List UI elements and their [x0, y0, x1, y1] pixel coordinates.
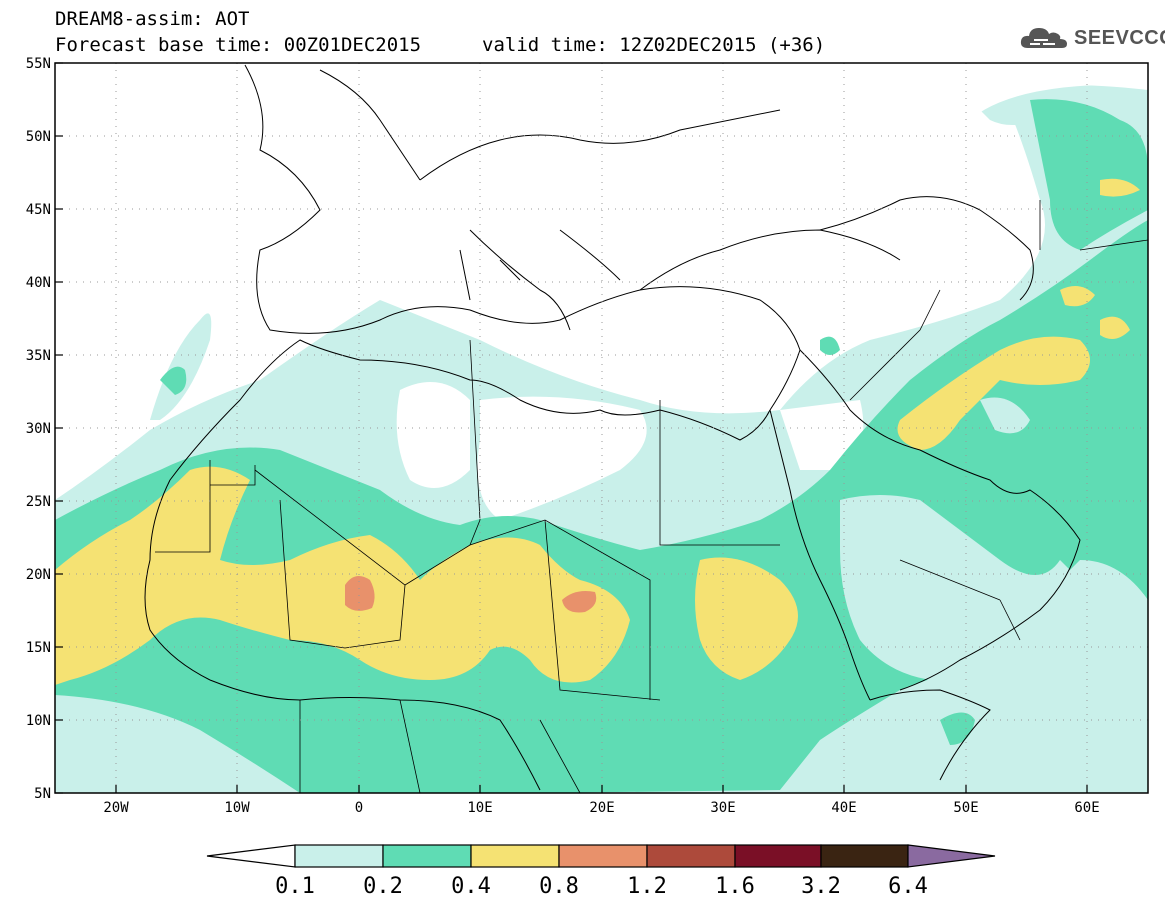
lon-label: 20W — [103, 800, 129, 816]
lon-labels: 20W 10W 0 10E 20E 30E 40E 50E 60E — [103, 800, 1099, 816]
colorbar-label: 6.4 — [888, 874, 928, 899]
lon-label: 50E — [953, 800, 978, 816]
colorbar-swatch — [646, 844, 736, 868]
aot-band-0.4-0.8 — [55, 178, 1140, 685]
colorbar — [206, 844, 996, 868]
colorbar-swatch — [558, 844, 648, 868]
forecast-base-time: Forecast base time: 00Z01DEC2015 — [55, 34, 422, 56]
colorbar-label: 1.6 — [715, 874, 755, 899]
colorbar-swatch — [907, 844, 996, 868]
lat-label: 20N — [26, 567, 51, 583]
colorbar-swatch — [734, 844, 822, 868]
logo-text: SEEVCCC — [1074, 26, 1165, 49]
lon-label: 0 — [355, 800, 363, 816]
lat-label: 55N — [26, 56, 51, 72]
lon-label: 40E — [831, 800, 856, 816]
graticule — [55, 63, 1148, 793]
lat-labels: 55N 50N 45N 40N 35N 30N 25N 20N 15N 10N … — [26, 56, 51, 802]
lon-label: 10W — [224, 800, 250, 816]
lon-label: 30E — [710, 800, 735, 816]
colorbar-label: 0.1 — [275, 874, 315, 899]
colorbar-labels: 0.1 0.2 0.4 0.8 1.2 1.6 3.2 6.4 — [275, 874, 928, 899]
lat-label: 10N — [26, 713, 51, 729]
lat-label: 50N — [26, 129, 51, 145]
colorbar-label: 0.2 — [363, 874, 403, 899]
lon-label: 10E — [467, 800, 492, 816]
lat-label: 5N — [34, 786, 51, 802]
map-title: DREAM8-assim: AOT — [55, 8, 250, 30]
colorbar-swatch — [382, 844, 472, 868]
aot-clear-areas — [55, 63, 1148, 520]
colorbar-swatch — [294, 844, 384, 868]
coastlines — [144, 64, 1081, 791]
lat-label: 30N — [26, 421, 51, 437]
lat-label: 45N — [26, 202, 51, 218]
colorbar-label: 0.4 — [451, 874, 491, 899]
lon-label: 60E — [1074, 800, 1099, 816]
lon-label: 20E — [589, 800, 614, 816]
colorbar-label: 3.2 — [801, 874, 841, 899]
axis-ticks — [55, 62, 1088, 794]
lat-label: 40N — [26, 275, 51, 291]
lat-label: 35N — [26, 348, 51, 364]
colorbar-swatch — [470, 844, 560, 868]
aot-band-0.8-1.2 — [345, 576, 597, 613]
seevccc-logo: SEEVCCC — [1018, 24, 1165, 52]
lat-label: 15N — [26, 640, 51, 656]
country-borders — [155, 200, 1148, 793]
colorbar-swatch — [206, 844, 296, 868]
colorbar-swatch — [820, 844, 909, 868]
colorbar-label: 1.2 — [627, 874, 667, 899]
valid-time: valid time: 12Z02DEC2015 (+36) — [482, 34, 826, 56]
colorbar-label: 0.8 — [539, 874, 579, 899]
lat-label: 25N — [26, 494, 51, 510]
cloud-icon — [1020, 28, 1067, 48]
